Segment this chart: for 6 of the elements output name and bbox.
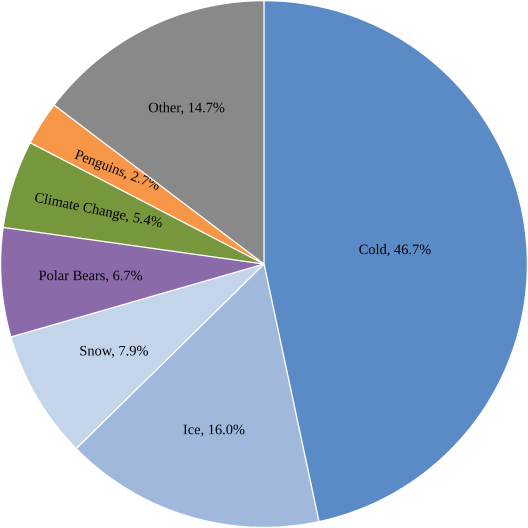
slice-label: Polar Bears, 6.7%: [38, 270, 142, 282]
slice-label: Snow, 7.9%: [80, 346, 148, 358]
slice-label: Other, 14.7%: [148, 102, 224, 114]
slice-label: Cold, 46.7%: [359, 244, 431, 256]
slice-label: Ice, 16.0%: [183, 424, 244, 436]
slice-label: Climate Change, 5.4%: [35, 193, 162, 228]
